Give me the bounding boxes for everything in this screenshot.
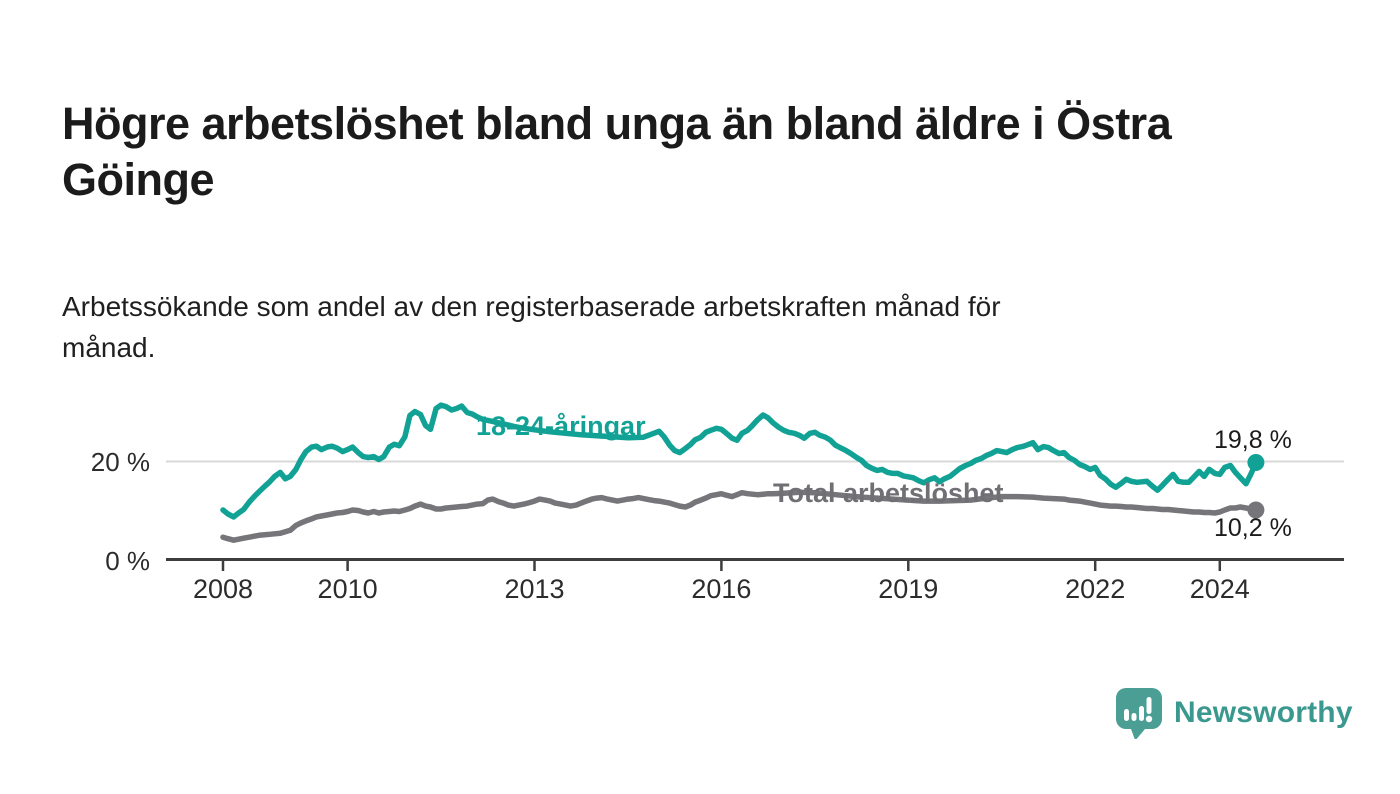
chart-title-line2: Göinge [62,154,215,206]
y-tick-label: 0 % [105,545,150,576]
end-value-label-total-arbetsloshet: 10,2 % [1214,514,1292,542]
x-tick-label: 2024 [1189,574,1250,604]
line-18-24-aringar [220,402,1259,520]
x-tick-label: 2010 [317,574,378,604]
chart-title-line1: Högre arbetslöshet bland unga än bland ä… [62,98,1172,150]
x-tick-label: 2019 [878,574,939,604]
chart-title: Högre arbetslöshet bland unga än bland ä… [62,96,1362,208]
x-tick-label: 2013 [504,574,565,604]
end-dot-youth [1247,454,1265,471]
chart-subtitle-line1: Arbetssökande som andel av den registerb… [62,291,1001,322]
newsworthy-logo: Newsworthy [1114,687,1353,739]
x-tick-label: 2016 [691,574,752,604]
x-tick-label: 2008 [192,574,254,604]
chart-subtitle-line2: månad. [62,332,156,363]
newsworthy-logo-text: Newsworthy [1174,696,1353,729]
series-label-18-24-aringar: 18-24-åringar [476,411,646,441]
x-tick-label: 2022 [1065,574,1126,604]
x-axis-tick-marks [221,559,1222,571]
y-tick-label: 20 % [90,446,150,477]
end-value-label-18-24-aringar: 19,8 % [1214,426,1292,454]
chart-subtitle: Arbetssökande som andel av den registerb… [62,286,1242,368]
series-label-total-arbetsloshet: Total arbetslöshet [773,478,1004,508]
newsworthy-logo-icon [1116,688,1162,739]
line-total-arbetsloshet [220,489,1259,543]
